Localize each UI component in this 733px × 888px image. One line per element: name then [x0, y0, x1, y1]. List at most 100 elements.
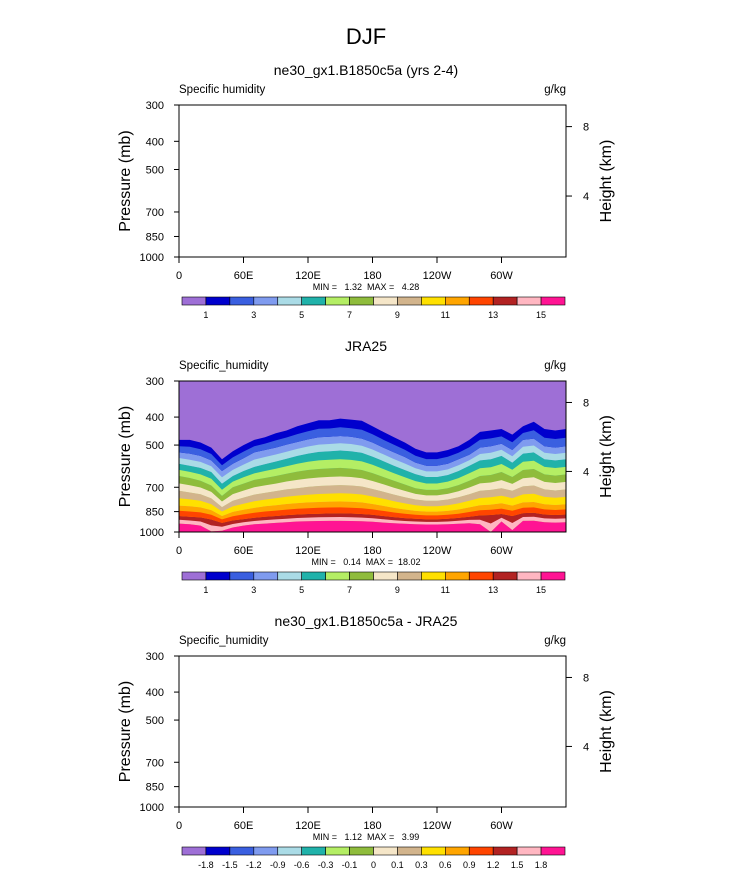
x-tick-label: 120E: [295, 270, 321, 282]
colorbar-label: 15: [536, 310, 546, 320]
y-tick-label: 500: [146, 440, 164, 452]
colorbar-swatch: [421, 846, 446, 856]
x-tick-label: 120W: [423, 270, 452, 282]
colorbar-swatch: [325, 296, 350, 306]
colorbar-label: 0.1: [391, 860, 404, 870]
y-axis-title: Pressure (mb): [117, 130, 134, 231]
colorbar-swatch: [277, 296, 302, 306]
colorbar-swatch: [540, 296, 566, 306]
colorbar-swatch: [325, 571, 350, 581]
colorbar-swatch: [277, 846, 302, 856]
plot-frame: [178, 104, 567, 258]
y-tick-label: 400: [146, 136, 164, 148]
colorbar-label: 5: [299, 585, 304, 595]
y-tick-label: 850: [146, 782, 164, 794]
x-tick-label: 120E: [295, 545, 321, 557]
colorbar-label: 15: [536, 585, 546, 595]
min-max-stats: MIN = 0.14 MAX = 18.02: [311, 557, 420, 567]
colorbar-swatch: [445, 571, 470, 581]
colorbar-label: 7: [347, 585, 352, 595]
colorbar-swatch: [516, 571, 542, 581]
colorbar-label: 11: [441, 585, 450, 595]
y2-tick-label: 8: [583, 397, 589, 409]
colorbar-swatch: [421, 571, 446, 581]
y-tick-label: 500: [146, 164, 164, 176]
y2-axis-title: Height (km): [598, 415, 615, 498]
x-tick-label: 60W: [490, 820, 513, 832]
plot-frame: [178, 655, 567, 808]
colorbar-swatch: [325, 846, 350, 856]
colorbar-swatch: [301, 846, 326, 856]
colorbar-label: 13: [488, 585, 498, 595]
x-tick-label: 0: [176, 270, 182, 282]
colorbar-swatch: [492, 846, 518, 856]
x-tick-label: 180: [363, 270, 381, 282]
y-axis-title: Pressure (mb): [117, 406, 134, 507]
variable-label: Specific_humidity: [179, 635, 269, 647]
colorbar-swatch: [205, 846, 231, 856]
colorbar-swatch: [277, 571, 302, 581]
colorbar-swatch: [349, 846, 374, 856]
contour-fill-level-4: [179, 443, 566, 484]
x-tick-label: 60E: [234, 270, 254, 282]
colorbar-swatch: [301, 571, 326, 581]
colorbar-swatch: [205, 296, 231, 306]
y2-tick-label: 4: [583, 741, 589, 753]
colorbar-swatch: [540, 571, 566, 581]
contour-fill-level-14: [179, 516, 566, 532]
colorbar-label: 3: [251, 585, 256, 595]
colorbar-label: 9: [395, 585, 400, 595]
colorbar-swatch: [516, 296, 542, 306]
colorbar-label: 11: [441, 310, 450, 320]
colorbar-swatch: [397, 846, 422, 856]
colorbar-label: 1: [203, 585, 208, 595]
panel-title: ne30_gx1.B1850c5a - JRA25: [275, 613, 458, 629]
x-tick-label: 60W: [490, 270, 513, 282]
x-tick-label: 120E: [295, 820, 321, 832]
colorbar-label: -0.3: [318, 860, 334, 870]
y-tick-label: 1000: [140, 527, 164, 539]
units-label: g/kg: [544, 360, 566, 372]
colorbar-swatch: [445, 846, 470, 856]
colorbar-label: 1.8: [535, 860, 548, 870]
y-tick-label: 700: [146, 207, 164, 219]
figure-title: DJF: [346, 24, 386, 49]
min-max-stats: MIN = 1.12 MAX = 3.99: [313, 832, 420, 842]
colorbar-label: 0.3: [415, 860, 428, 870]
colorbar-label: 9: [395, 310, 400, 320]
colorbar-swatch: [492, 571, 518, 581]
y-tick-label: 300: [146, 651, 164, 663]
colorbar-label: -0.1: [342, 860, 358, 870]
colorbar-label: -1.2: [246, 860, 262, 870]
colorbar-label: -0.9: [270, 860, 286, 870]
colorbar-swatch: [181, 571, 207, 581]
variable-label: Specific_humidity: [179, 360, 269, 372]
colorbar-swatch: [349, 296, 374, 306]
contour-fill-level-6: [179, 459, 566, 496]
y-tick-label: 700: [146, 482, 164, 494]
y2-axis-title: Height (km): [598, 690, 615, 773]
units-label: g/kg: [544, 635, 566, 647]
y-tick-label: 1000: [140, 252, 164, 264]
colorbar-swatch: [253, 846, 279, 856]
colorbar-swatch: [349, 571, 374, 581]
colorbar-swatch: [253, 296, 279, 306]
colorbar-label: -1.8: [198, 860, 214, 870]
colorbar-swatch: [516, 846, 542, 856]
x-tick-label: 60E: [234, 820, 254, 832]
colorbar-swatch: [205, 571, 231, 581]
y2-tick-label: 8: [583, 672, 589, 684]
colorbar-label: 5: [299, 310, 304, 320]
colorbar-swatch: [373, 571, 398, 581]
y-tick-label: 850: [146, 231, 164, 243]
colorbar-swatch: [181, 296, 207, 306]
y-tick-label: 850: [146, 507, 164, 519]
colorbar-label: 0: [371, 860, 376, 870]
colorbar-label: 0.9: [463, 860, 476, 870]
y-tick-label: 300: [146, 376, 164, 388]
colorbar-swatch: [445, 296, 470, 306]
colorbar-swatch: [492, 296, 518, 306]
y2-tick-label: 8: [583, 122, 589, 134]
x-tick-label: 120W: [423, 545, 452, 557]
